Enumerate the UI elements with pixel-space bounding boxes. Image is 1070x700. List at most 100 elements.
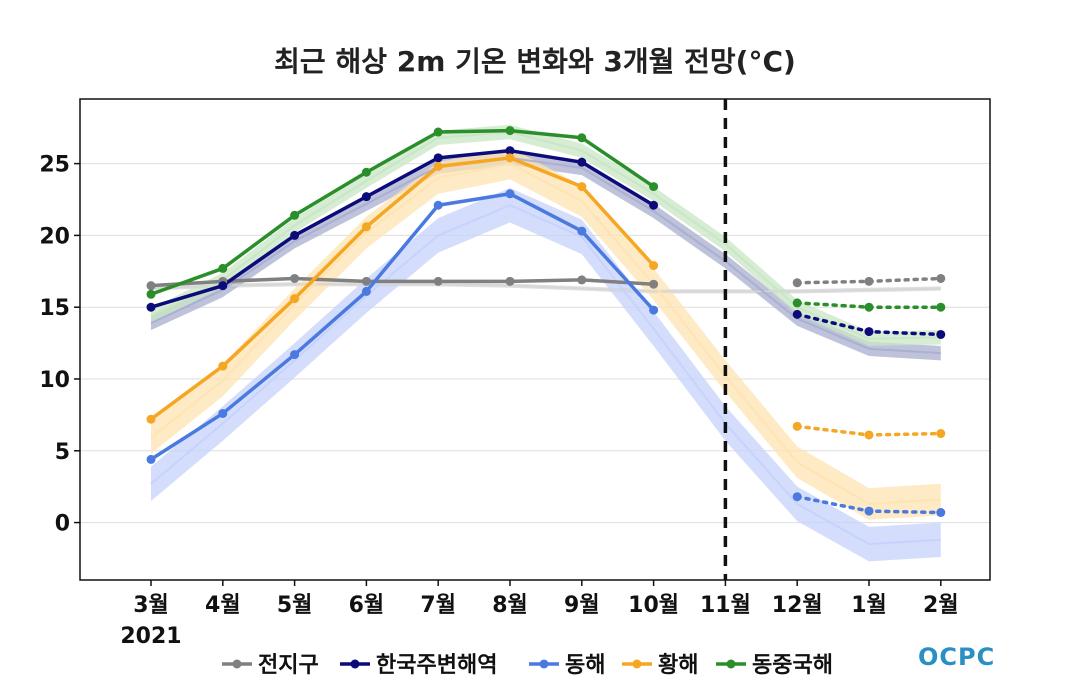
forecast-point: [864, 327, 874, 337]
observed-point: [361, 276, 371, 286]
observed-point: [433, 161, 443, 171]
observed-point: [361, 167, 371, 177]
observed-point: [577, 133, 587, 143]
forecast-point: [864, 302, 874, 312]
chart-title: 최근 해상 2m 기온 변화와 3개월 전망(°C): [274, 45, 796, 78]
observed-point: [361, 192, 371, 202]
x-tick-label: 6월: [349, 593, 385, 618]
legend-label: 황해: [658, 653, 698, 678]
x-tick-label: 12월: [772, 593, 823, 618]
observed-point: [290, 230, 300, 240]
y-tick-label: 0: [55, 512, 70, 537]
observed-point: [361, 222, 371, 232]
climatology-band: [151, 147, 941, 520]
ocpc-logo: OCPC: [918, 643, 996, 671]
observed-point: [577, 157, 587, 167]
observed-point: [146, 454, 156, 464]
forecast-point: [792, 421, 802, 431]
series-point-layer: [146, 126, 946, 518]
axis-layer: 0 5 10 15 20 25 3월 4월 5월 6월 7월 8월 9월 10월 11월 12월 1월 2월 202…: [39, 98, 991, 649]
x-tick-label: 10월: [628, 593, 679, 618]
observed-point: [577, 275, 587, 285]
legend-marker: [232, 659, 242, 669]
observed-point: [218, 281, 228, 291]
x-tick-label: 2월: [923, 593, 959, 618]
observed-point: [146, 414, 156, 424]
observed-point: [218, 408, 228, 418]
climatology-line: [150, 131, 941, 340]
forecast-point: [936, 302, 946, 312]
x-tick-label: 4월: [205, 593, 241, 618]
x-tick-label: 8월: [492, 593, 528, 618]
climatology-line: [150, 156, 941, 355]
observed-line: [150, 276, 654, 288]
observed-point: [649, 305, 659, 315]
forecast-point: [792, 278, 802, 288]
legend-marker: [350, 659, 360, 669]
plot-frame: [79, 98, 991, 581]
observed-point: [433, 153, 443, 163]
climatology-line: [150, 283, 941, 293]
x-tick-label: 9월: [564, 593, 600, 618]
forecast-point: [792, 309, 802, 319]
observed-point: [577, 182, 587, 192]
observed-point: [290, 350, 300, 360]
forecast-point: [792, 298, 802, 308]
observed-line: [150, 148, 655, 309]
observed-point: [649, 200, 659, 210]
climatology-line-layer: [150, 131, 941, 546]
y-tick-label: 5: [55, 440, 70, 465]
climatology-band-layer: [151, 124, 941, 562]
climatology-line: [150, 204, 941, 546]
forecast-point: [792, 492, 802, 502]
legend: 전지구 한국주변해역 동해 황해 동중국해: [222, 653, 833, 678]
observed-point: [433, 127, 443, 137]
legend-label: 전지구: [258, 653, 319, 678]
forecast-point: [864, 430, 874, 440]
forecast-point: [936, 273, 946, 283]
observed-point: [218, 263, 228, 273]
observed-point: [218, 361, 228, 371]
observed-point: [649, 182, 659, 192]
y-tick-label: 15: [39, 296, 70, 321]
x-tick-label: 5월: [277, 593, 313, 618]
y-tick-label: 10: [39, 368, 70, 393]
y-tick-label: 25: [39, 153, 70, 178]
observed-point: [505, 276, 515, 286]
x-tick-label: 1월: [851, 593, 887, 618]
year-label: 2021: [120, 624, 181, 649]
observed-line: [150, 192, 655, 461]
observed-point: [505, 146, 515, 156]
legend-marker: [632, 659, 642, 669]
y-tick-label: 20: [39, 224, 70, 249]
x-tick-label: 3월: [133, 593, 169, 618]
climatology-band: [151, 188, 941, 562]
forecast-point: [936, 429, 946, 439]
observed-point: [577, 226, 587, 236]
x-tick-label: 7월: [420, 593, 456, 618]
forecast-point: [864, 506, 874, 516]
observed-point: [146, 302, 156, 312]
observed-line: [150, 128, 655, 296]
observed-point: [649, 261, 659, 271]
observed-point: [361, 286, 371, 296]
observed-point: [290, 273, 300, 283]
observed-point: [433, 276, 443, 286]
observed-point: [649, 279, 659, 289]
observed-line: [149, 156, 655, 421]
forecast-point: [936, 329, 946, 339]
legend-label: 동중국해: [752, 653, 833, 678]
legend-label: 한국주변해역: [376, 653, 497, 678]
x-tick-label: 11월: [700, 593, 751, 618]
observed-point: [433, 200, 443, 210]
forecast-point: [864, 276, 874, 286]
legend-label: 동해: [565, 653, 605, 678]
observed-point: [505, 153, 515, 163]
observed-point: [290, 210, 300, 220]
legend-marker: [539, 659, 549, 669]
forecast-point: [936, 508, 946, 518]
observed-point: [146, 281, 156, 291]
observed-point: [290, 294, 300, 304]
observed-point: [505, 126, 515, 136]
